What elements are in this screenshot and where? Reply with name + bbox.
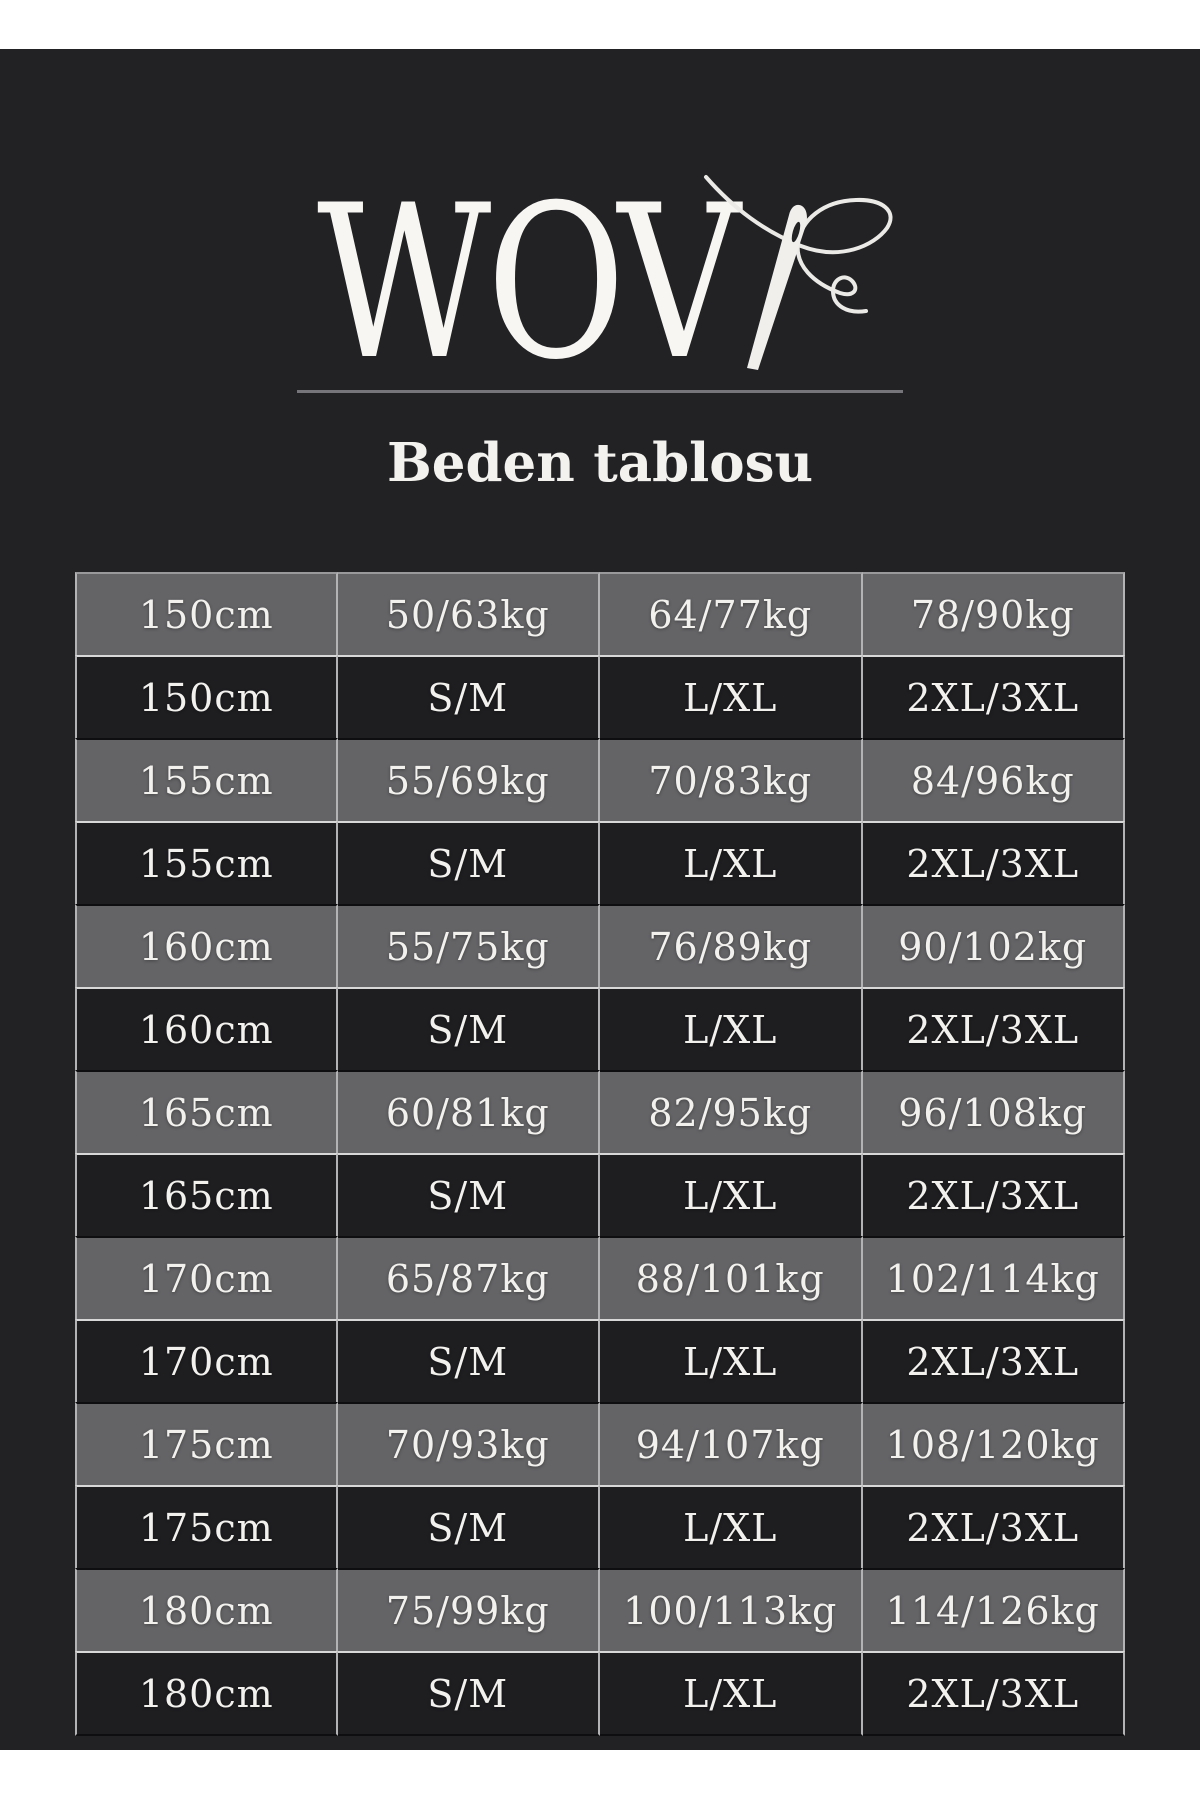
table-cell: 175cm — [75, 1402, 338, 1485]
size-table-body: 150cm 50/63kg 64/77kg 78/90kg 150cm S/M L/XL 2X… — [75, 572, 1125, 1736]
table-cell: S/M — [337, 1319, 600, 1402]
table-cell: 165cm — [75, 1153, 338, 1236]
table-cell: 55/69kg — [337, 738, 600, 821]
table-cell: L/XL — [600, 1319, 863, 1402]
table-cell: 82/95kg — [600, 1070, 863, 1153]
table-row: 175cm S/M L/XL 2XL/3XL — [75, 1485, 1125, 1568]
table-cell: S/M — [337, 1485, 600, 1568]
table-cell: 108/120kg — [862, 1402, 1125, 1485]
table-cell: S/M — [337, 1153, 600, 1236]
table-row: 165cm 60/81kg 82/95kg 96/108kg — [75, 1070, 1125, 1153]
table-row: 180cm 75/99kg 100/113kg 114/126kg — [75, 1568, 1125, 1651]
table-cell: S/M — [337, 1651, 600, 1736]
table-cell: L/XL — [600, 1651, 863, 1736]
table-cell: L/XL — [600, 1485, 863, 1568]
table-cell: 170cm — [75, 1319, 338, 1402]
table-cell: 150cm — [75, 572, 338, 655]
table-cell: 150cm — [75, 655, 338, 738]
table-cell: 60/81kg — [337, 1070, 600, 1153]
table-cell: 64/77kg — [600, 572, 863, 655]
table-cell: 175cm — [75, 1485, 338, 1568]
table-cell: 65/87kg — [337, 1236, 600, 1319]
table-cell: 90/102kg — [862, 904, 1125, 987]
table-cell: 180cm — [75, 1651, 338, 1736]
table-row: 155cm 55/69kg 70/83kg 84/96kg — [75, 738, 1125, 821]
content-area: WOV Beden tablosu 150cm 50/63kg 64/77kg 78/… — [0, 49, 1200, 1750]
table-cell: 2XL/3XL — [862, 1485, 1125, 1568]
table-cell: 2XL/3XL — [862, 1153, 1125, 1236]
table-cell: 2XL/3XL — [862, 655, 1125, 738]
table-cell: 70/83kg — [600, 738, 863, 821]
table-cell: 155cm — [75, 738, 338, 821]
table-row: 180cm S/M L/XL 2XL/3XL — [75, 1651, 1125, 1736]
table-cell: 102/114kg — [862, 1236, 1125, 1319]
table-row: 150cm S/M L/XL 2XL/3XL — [75, 655, 1125, 738]
table-cell: L/XL — [600, 655, 863, 738]
table-cell: 55/75kg — [337, 904, 600, 987]
table-row: 160cm S/M L/XL 2XL/3XL — [75, 987, 1125, 1070]
table-cell: 155cm — [75, 821, 338, 904]
table-row: 175cm 70/93kg 94/107kg 108/120kg — [75, 1402, 1125, 1485]
table-cell: 165cm — [75, 1070, 338, 1153]
table-cell: 160cm — [75, 904, 338, 987]
table-cell: 114/126kg — [862, 1568, 1125, 1651]
table-row: 155cm S/M L/XL 2XL/3XL — [75, 821, 1125, 904]
table-cell: 76/89kg — [600, 904, 863, 987]
table-cell: 160cm — [75, 987, 338, 1070]
table-cell: 94/107kg — [600, 1402, 863, 1485]
table-cell: 2XL/3XL — [862, 1651, 1125, 1736]
table-cell: 96/108kg — [862, 1070, 1125, 1153]
table-cell: 2XL/3XL — [862, 821, 1125, 904]
table-cell: S/M — [337, 821, 600, 904]
table-cell: L/XL — [600, 1153, 863, 1236]
table-cell: S/M — [337, 987, 600, 1070]
table-row: 165cm S/M L/XL 2XL/3XL — [75, 1153, 1125, 1236]
table-cell: 2XL/3XL — [862, 1319, 1125, 1402]
table-row: 170cm 65/87kg 88/101kg 102/114kg — [75, 1236, 1125, 1319]
table-cell: 75/99kg — [337, 1568, 600, 1651]
table-cell: L/XL — [600, 987, 863, 1070]
table-cell: L/XL — [600, 821, 863, 904]
table-cell: 78/90kg — [862, 572, 1125, 655]
table-cell: 2XL/3XL — [862, 987, 1125, 1070]
table-cell: 180cm — [75, 1568, 338, 1651]
table-cell: 88/101kg — [600, 1236, 863, 1319]
table-cell: 84/96kg — [862, 738, 1125, 821]
page-title: Beden tablosu — [386, 432, 814, 494]
table-cell: S/M — [337, 655, 600, 738]
table-cell: 70/93kg — [337, 1402, 600, 1485]
size-table: 150cm 50/63kg 64/77kg 78/90kg 150cm S/M L/XL 2X… — [75, 572, 1125, 1736]
divider — [297, 390, 903, 393]
table-row: 170cm S/M L/XL 2XL/3XL — [75, 1319, 1125, 1402]
table-cell: 100/113kg — [600, 1568, 863, 1651]
table-cell: 170cm — [75, 1236, 338, 1319]
table-row: 160cm 55/75kg 76/89kg 90/102kg — [75, 904, 1125, 987]
table-row: 150cm 50/63kg 64/77kg 78/90kg — [75, 572, 1125, 655]
brand-logo: WOV — [317, 159, 740, 406]
table-cell: 50/63kg — [337, 572, 600, 655]
